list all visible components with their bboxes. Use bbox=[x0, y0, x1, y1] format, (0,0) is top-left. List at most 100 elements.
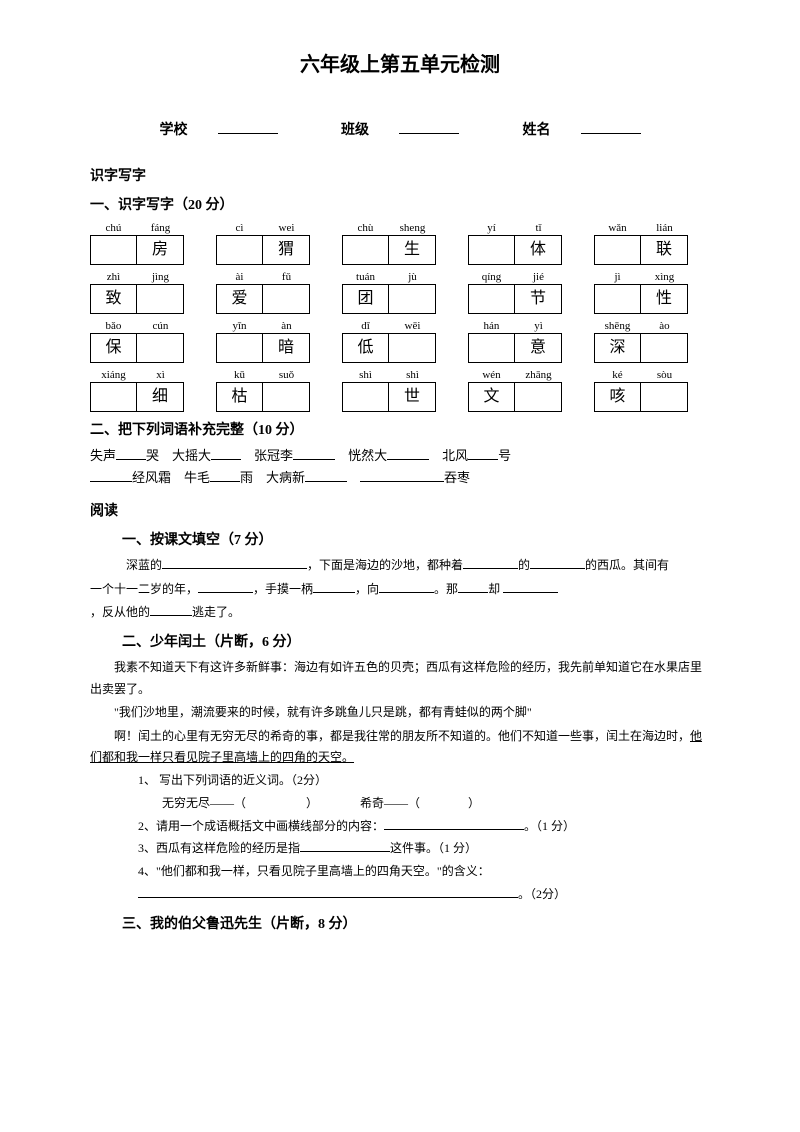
char-box[interactable] bbox=[469, 285, 515, 313]
char-box-row: 意 bbox=[468, 333, 562, 363]
char-box[interactable] bbox=[343, 383, 389, 411]
char-box[interactable] bbox=[217, 334, 263, 362]
class-blank[interactable] bbox=[399, 133, 459, 134]
char-box[interactable] bbox=[91, 236, 137, 264]
blank[interactable] bbox=[458, 580, 488, 593]
char-item: zhìjìng致 bbox=[90, 269, 184, 314]
char-box[interactable] bbox=[263, 383, 309, 411]
char-box[interactable] bbox=[641, 334, 687, 362]
char-box: 团 bbox=[343, 285, 389, 313]
char-box[interactable] bbox=[217, 236, 263, 264]
blank[interactable] bbox=[313, 580, 355, 593]
char-box: 房 bbox=[137, 236, 183, 264]
sec2-title: 二、把下列词语补充完整（10 分） bbox=[90, 420, 710, 441]
char-box: 爱 bbox=[217, 285, 263, 313]
blank[interactable] bbox=[293, 447, 335, 460]
char-box[interactable] bbox=[137, 334, 183, 362]
blank[interactable] bbox=[116, 447, 146, 460]
char-item: wǎnlián联 bbox=[594, 220, 688, 265]
pinyin-row: àifǔ bbox=[216, 269, 310, 284]
class-label: 班级 bbox=[341, 123, 369, 138]
pinyin: fǔ bbox=[263, 269, 310, 284]
char-box[interactable] bbox=[263, 285, 309, 313]
blank[interactable] bbox=[503, 580, 558, 593]
pinyin: wǎn bbox=[594, 220, 641, 235]
pinyin: jù bbox=[389, 269, 436, 284]
pinyin: cún bbox=[137, 318, 184, 333]
pinyin: zhāng bbox=[515, 367, 562, 382]
char-box[interactable] bbox=[137, 285, 183, 313]
pinyin-row: tuánjù bbox=[342, 269, 436, 284]
q4-blank: 。（2分） bbox=[138, 883, 710, 906]
char-row: zhìjìng致 àifǔ爱 tuánjù团 qíngjié节 jìxìng性 bbox=[90, 269, 710, 314]
blank[interactable] bbox=[162, 556, 252, 569]
char-box[interactable] bbox=[389, 285, 435, 313]
char-box[interactable] bbox=[641, 383, 687, 411]
char-box[interactable] bbox=[91, 383, 137, 411]
pinyin: sòu bbox=[641, 367, 688, 382]
char-box[interactable] bbox=[595, 236, 641, 264]
blank[interactable] bbox=[90, 469, 132, 482]
fill-blanks: 失声哭 大摇大 张冠李 恍然大 北风号 经风霜 牛毛雨 大病新 吞枣 bbox=[90, 445, 710, 489]
char-item: késòu咳 bbox=[594, 367, 688, 412]
blank[interactable] bbox=[150, 603, 192, 616]
blank[interactable] bbox=[360, 469, 402, 482]
char-box: 暗 bbox=[263, 334, 309, 362]
school-label: 学校 bbox=[160, 123, 188, 138]
pinyin: xìng bbox=[641, 269, 688, 284]
char-box: 致 bbox=[91, 285, 137, 313]
sec1-title: 一、识字写字（20 分） bbox=[90, 195, 710, 216]
char-item: jìxìng性 bbox=[594, 269, 688, 314]
pinyin: shēng bbox=[594, 318, 641, 333]
char-box[interactable] bbox=[469, 334, 515, 362]
info-line: 学校 班级 姓名 bbox=[90, 120, 710, 141]
char-box[interactable] bbox=[469, 236, 515, 264]
char-box-row: 爱 bbox=[216, 284, 310, 314]
blank[interactable] bbox=[530, 556, 585, 569]
char-box[interactable] bbox=[389, 334, 435, 362]
name-blank[interactable] bbox=[581, 133, 641, 134]
char-item: shìshì世 bbox=[342, 367, 436, 412]
char-box-row: 致 bbox=[90, 284, 184, 314]
r1-body: 深蓝的，下面是海边的沙地，都种着的的西瓜。其间有 bbox=[90, 555, 710, 577]
pinyin-row: jìxìng bbox=[594, 269, 688, 284]
blank[interactable] bbox=[252, 556, 307, 569]
char-box: 细 bbox=[137, 383, 183, 411]
blank[interactable] bbox=[387, 447, 429, 460]
pinyin-row: shìshì bbox=[342, 367, 436, 382]
char-box[interactable] bbox=[515, 383, 561, 411]
char-box-row: 联 bbox=[594, 235, 688, 265]
pinyin-row: wǎnlián bbox=[594, 220, 688, 235]
blank[interactable] bbox=[198, 580, 253, 593]
char-box-row: 性 bbox=[594, 284, 688, 314]
pinyin: ài bbox=[216, 269, 263, 284]
char-item: chùsheng生 bbox=[342, 220, 436, 265]
pinyin: lián bbox=[641, 220, 688, 235]
q4: 4、"他们都和我一样，只看见院子里高墙上的四角天空。"的含义： bbox=[138, 860, 710, 883]
char-grid: chúfáng房cìwei猬chùsheng生yítǐ体wǎnlián联zhìj… bbox=[90, 220, 710, 412]
blank[interactable] bbox=[305, 469, 347, 482]
pinyin: tǐ bbox=[515, 220, 562, 235]
char-item: hányì意 bbox=[468, 318, 562, 363]
char-box[interactable] bbox=[595, 285, 641, 313]
char-box[interactable] bbox=[343, 236, 389, 264]
pinyin: tuán bbox=[342, 269, 389, 284]
blank[interactable] bbox=[379, 580, 434, 593]
char-box: 体 bbox=[515, 236, 561, 264]
blank[interactable] bbox=[300, 839, 390, 852]
blank[interactable] bbox=[402, 469, 444, 482]
char-item: qíngjié节 bbox=[468, 269, 562, 314]
school-blank[interactable] bbox=[218, 133, 278, 134]
char-box: 深 bbox=[595, 334, 641, 362]
pinyin: yīn bbox=[216, 318, 263, 333]
char-box-row: 团 bbox=[342, 284, 436, 314]
blank[interactable] bbox=[468, 447, 498, 460]
pinyin: dī bbox=[342, 318, 389, 333]
blank[interactable] bbox=[384, 817, 524, 830]
blank[interactable] bbox=[138, 885, 518, 898]
blank[interactable] bbox=[210, 469, 240, 482]
blank[interactable] bbox=[463, 556, 518, 569]
char-item: chúfáng房 bbox=[90, 220, 184, 265]
char-item: shēngào深 bbox=[594, 318, 688, 363]
blank[interactable] bbox=[211, 447, 241, 460]
